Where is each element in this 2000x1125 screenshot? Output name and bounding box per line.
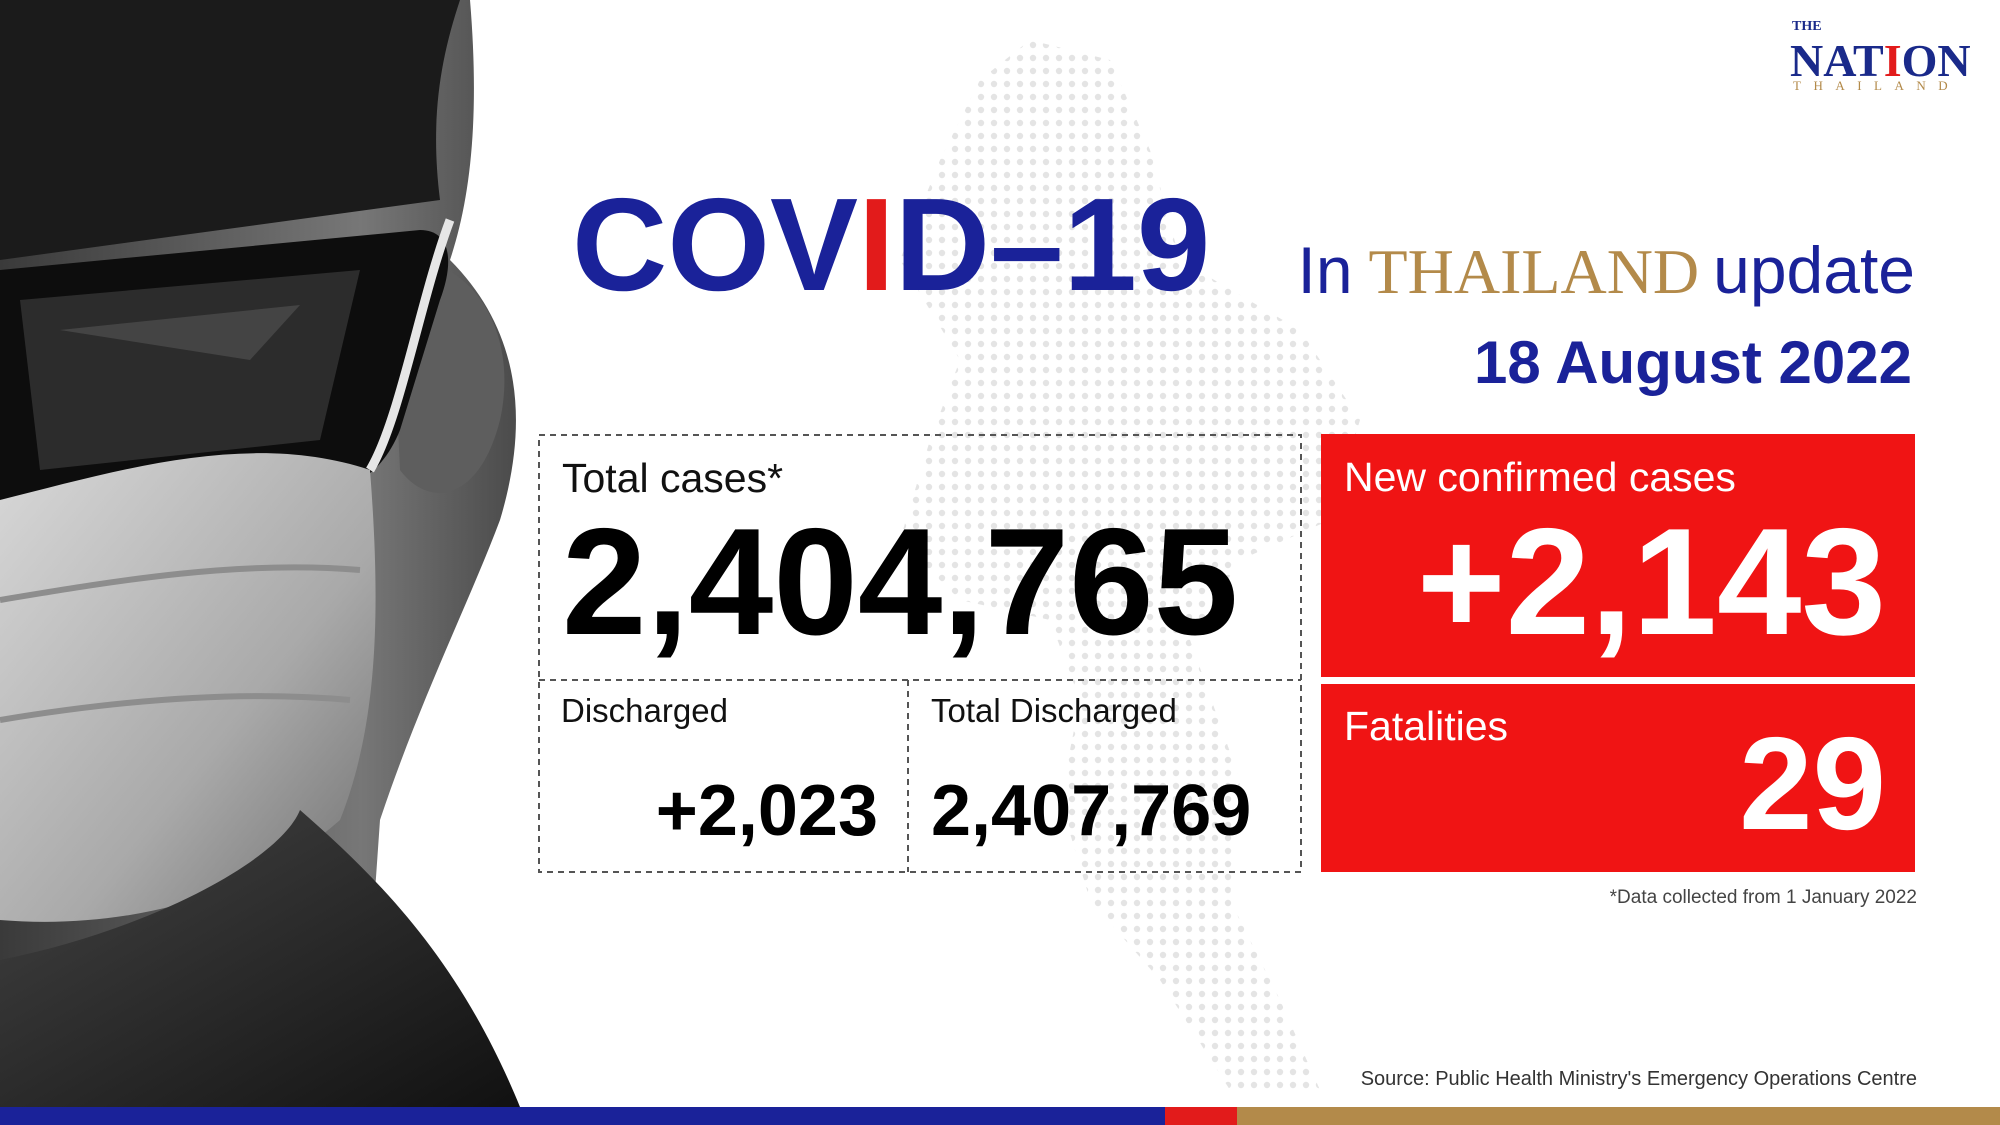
title-in: In <box>1297 233 1352 307</box>
date: 18 August 2022 <box>1474 329 1912 396</box>
stripe-gold <box>1237 1107 2000 1125</box>
logo-top: THE <box>1792 19 1822 34</box>
logo: THE NATION THAILAND <box>1790 19 1971 93</box>
photo <box>0 0 520 1107</box>
title-part: D–19 <box>895 171 1211 318</box>
fatalities-label: Fatalities <box>1344 703 1508 749</box>
fatalities-box <box>1321 684 1915 872</box>
title-update: update <box>1713 233 1915 307</box>
total-discharged-label: Total Discharged <box>931 692 1177 729</box>
logo-name-part: ON <box>1902 35 1971 86</box>
title-sub: In THAILAND update <box>1297 233 1915 307</box>
new-cases-box <box>1321 434 1915 677</box>
discharged-value: +2,023 <box>656 771 878 851</box>
stat-box-frame <box>538 434 1302 873</box>
discharged-label: Discharged <box>561 692 728 729</box>
total-cases-label: Total cases* <box>562 455 783 501</box>
source: Source: Public Health Ministry's Emergen… <box>1361 1068 1917 1090</box>
total-cases-value: 2,404,765 <box>562 497 1238 667</box>
logo-name-part: NAT <box>1790 35 1884 86</box>
title-part: I <box>858 171 895 318</box>
fatalities-value: 29 <box>1739 710 1886 857</box>
total-discharged-value: 2,407,769 <box>931 771 1251 851</box>
footnote: *Data collected from 1 January 2022 <box>1610 887 1917 908</box>
map-dots <box>900 40 1360 1090</box>
logo-name: NATION <box>1790 35 1971 86</box>
title-part: COV <box>572 171 858 318</box>
stripe-blue <box>0 1107 1165 1125</box>
logo-bottom: THAILAND <box>1793 78 1960 93</box>
title-country: THAILAND <box>1369 236 1700 307</box>
new-cases-label: New confirmed cases <box>1344 454 1736 500</box>
title-main: COVID–19 <box>572 171 1210 318</box>
logo-name-part: I <box>1884 35 1902 86</box>
stripe-red <box>1165 1107 1237 1125</box>
new-cases-value: +2,143 <box>1417 497 1886 667</box>
